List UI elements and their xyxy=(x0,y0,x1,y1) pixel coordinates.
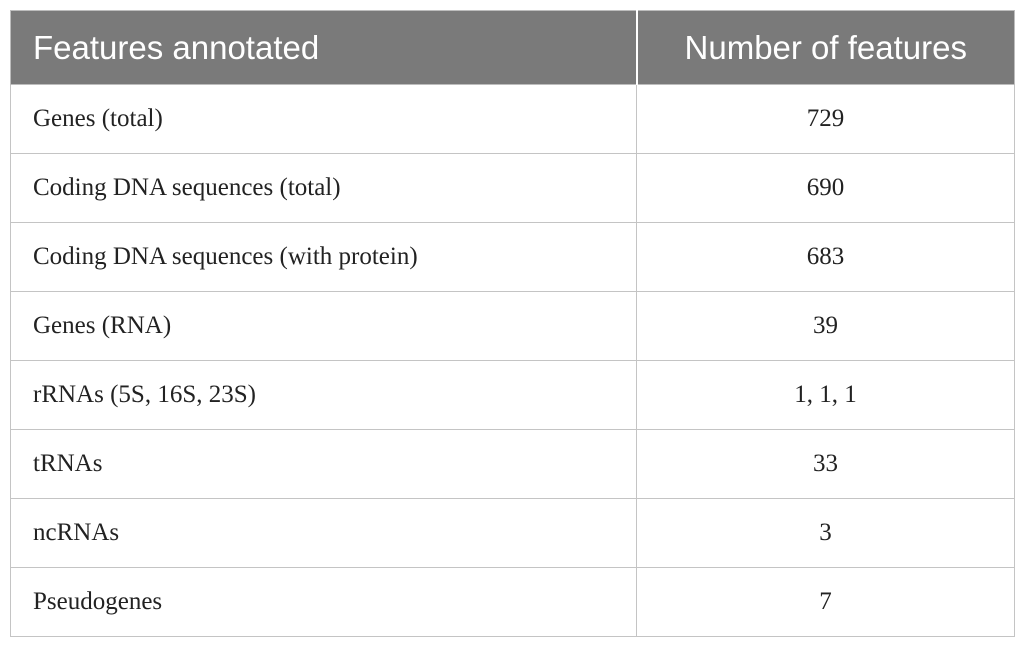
feature-cell: Genes (RNA) xyxy=(10,291,637,361)
table-row: Pseudogenes 7 xyxy=(10,567,1015,637)
table-row: ncRNAs 3 xyxy=(10,498,1015,568)
feature-cell: Pseudogenes xyxy=(10,567,637,637)
table-row: Genes (total) 729 xyxy=(10,84,1015,154)
table-header: Features annotated Number of features xyxy=(10,10,1015,85)
table-row: tRNAs 33 xyxy=(10,429,1015,499)
table-row: Genes (RNA) 39 xyxy=(10,291,1015,361)
count-cell: 33 xyxy=(636,429,1015,499)
table-body: Genes (total) 729 Coding DNA sequences (… xyxy=(10,84,1015,637)
column-header-features-annotated: Features annotated xyxy=(10,10,638,85)
feature-cell: Coding DNA sequences (with protein) xyxy=(10,222,637,292)
features-table-container: Features annotated Number of features Ge… xyxy=(10,10,1015,637)
count-cell: 39 xyxy=(636,291,1015,361)
count-cell: 729 xyxy=(636,84,1015,154)
feature-cell: rRNAs (5S, 16S, 23S) xyxy=(10,360,637,430)
table-row: Coding DNA sequences (total) 690 xyxy=(10,153,1015,223)
header-row: Features annotated Number of features xyxy=(10,10,1015,85)
feature-cell: tRNAs xyxy=(10,429,637,499)
count-cell: 1, 1, 1 xyxy=(636,360,1015,430)
feature-cell: Coding DNA sequences (total) xyxy=(10,153,637,223)
feature-cell: Genes (total) xyxy=(10,84,637,154)
feature-cell: ncRNAs xyxy=(10,498,637,568)
features-table: Features annotated Number of features Ge… xyxy=(10,10,1015,637)
column-header-number-of-features: Number of features xyxy=(636,10,1015,85)
table-row: Coding DNA sequences (with protein) 683 xyxy=(10,222,1015,292)
count-cell: 683 xyxy=(636,222,1015,292)
table-row: rRNAs (5S, 16S, 23S) 1, 1, 1 xyxy=(10,360,1015,430)
count-cell: 3 xyxy=(636,498,1015,568)
count-cell: 690 xyxy=(636,153,1015,223)
count-cell: 7 xyxy=(636,567,1015,637)
